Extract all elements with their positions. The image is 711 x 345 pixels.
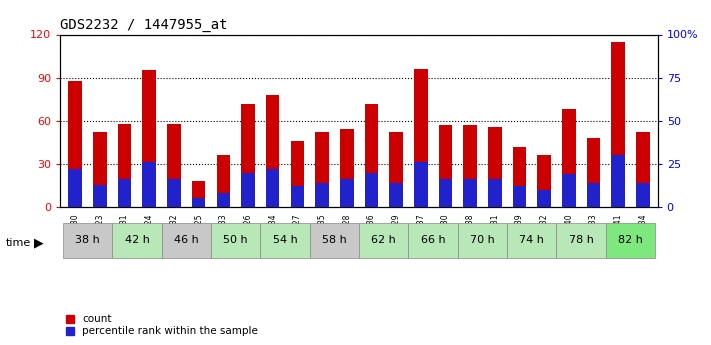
Bar xyxy=(167,124,181,207)
Bar xyxy=(464,125,477,207)
Bar xyxy=(68,80,82,207)
Bar xyxy=(63,223,112,258)
Bar xyxy=(513,147,526,207)
Bar xyxy=(414,69,427,207)
Text: 38 h: 38 h xyxy=(75,235,100,245)
Bar xyxy=(340,129,353,207)
Bar xyxy=(488,179,501,207)
Bar xyxy=(439,179,452,207)
Bar xyxy=(562,174,576,207)
Bar xyxy=(538,155,551,207)
Text: 46 h: 46 h xyxy=(174,235,198,245)
Bar xyxy=(513,186,526,207)
Text: 66 h: 66 h xyxy=(421,235,445,245)
Bar xyxy=(408,223,458,258)
Legend: count, percentile rank within the sample: count, percentile rank within the sample xyxy=(65,314,258,336)
Bar xyxy=(266,169,279,207)
Text: 50 h: 50 h xyxy=(223,235,248,245)
Bar xyxy=(167,179,181,207)
Bar xyxy=(390,132,403,207)
Text: 82 h: 82 h xyxy=(618,235,643,245)
Bar xyxy=(414,162,427,207)
Bar xyxy=(464,179,477,207)
Bar xyxy=(365,104,378,207)
Bar xyxy=(241,172,255,207)
Bar xyxy=(112,223,161,258)
Bar xyxy=(365,172,378,207)
Bar xyxy=(118,179,132,207)
Text: ▶: ▶ xyxy=(34,237,44,250)
Text: 42 h: 42 h xyxy=(124,235,149,245)
Bar xyxy=(636,132,650,207)
Bar xyxy=(192,181,205,207)
Bar xyxy=(636,183,650,207)
Bar xyxy=(260,223,310,258)
Bar xyxy=(93,132,107,207)
Bar xyxy=(557,223,606,258)
Bar xyxy=(458,223,507,258)
Bar xyxy=(211,223,260,258)
Text: 58 h: 58 h xyxy=(322,235,347,245)
Text: 54 h: 54 h xyxy=(272,235,297,245)
Bar xyxy=(562,109,576,207)
Bar xyxy=(611,155,625,207)
Bar xyxy=(118,124,132,207)
Bar xyxy=(291,186,304,207)
Bar xyxy=(439,125,452,207)
Bar xyxy=(488,127,501,207)
Bar xyxy=(291,141,304,207)
Bar xyxy=(310,223,359,258)
Bar xyxy=(587,138,600,207)
Bar xyxy=(266,95,279,207)
Text: time: time xyxy=(6,238,31,248)
Bar xyxy=(390,183,403,207)
Bar xyxy=(611,42,625,207)
Bar xyxy=(161,223,211,258)
Bar xyxy=(315,132,328,207)
Bar xyxy=(606,223,656,258)
Text: 70 h: 70 h xyxy=(470,235,495,245)
Bar xyxy=(192,198,205,207)
Bar xyxy=(538,190,551,207)
Text: GDS2232 / 1447955_at: GDS2232 / 1447955_at xyxy=(60,18,228,32)
Text: 74 h: 74 h xyxy=(519,235,544,245)
Bar xyxy=(587,183,600,207)
Bar xyxy=(217,193,230,207)
Bar xyxy=(241,104,255,207)
Bar xyxy=(142,70,156,207)
Bar xyxy=(93,185,107,207)
Bar xyxy=(68,169,82,207)
Bar xyxy=(359,223,408,258)
Text: 78 h: 78 h xyxy=(569,235,594,245)
Text: 62 h: 62 h xyxy=(371,235,396,245)
Bar xyxy=(340,179,353,207)
Bar xyxy=(507,223,557,258)
Bar xyxy=(142,162,156,207)
Bar xyxy=(315,183,328,207)
Bar xyxy=(217,155,230,207)
